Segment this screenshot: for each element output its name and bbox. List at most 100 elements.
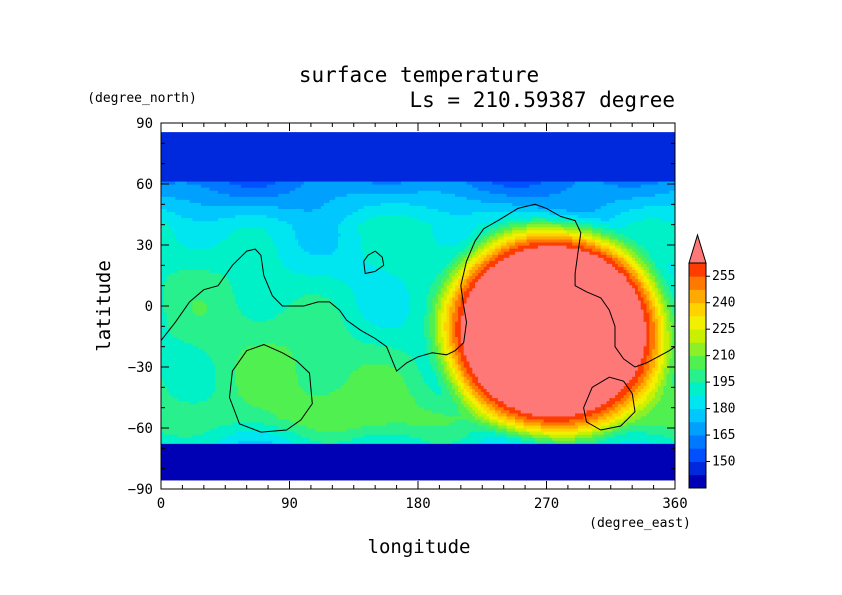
field-cell: [300, 476, 305, 481]
field-cell: [592, 464, 596, 469]
field-cell: [586, 409, 590, 414]
field-cell: [509, 421, 513, 426]
field-cell: [218, 461, 222, 466]
field-cell: [632, 452, 636, 457]
field-cell: [652, 473, 656, 478]
field-cell: [472, 470, 476, 475]
field-cell: [255, 434, 259, 438]
field-cell: [457, 446, 462, 450]
field-cell: [303, 446, 308, 450]
field-cell: [666, 406, 670, 411]
field-cell: [486, 418, 490, 423]
field-cell: [338, 440, 342, 444]
field-cell: [386, 461, 391, 466]
field-cell: [335, 446, 339, 450]
field-cell: [209, 467, 213, 472]
field-cell: [409, 440, 413, 444]
field-cell: [218, 440, 222, 444]
field-cell: [198, 452, 202, 457]
field-cell: [363, 449, 368, 453]
field-cell: [463, 437, 468, 441]
field-cell: [483, 440, 488, 444]
field-cell: [523, 406, 528, 411]
field-cell: [246, 458, 251, 463]
field-cell: [400, 437, 405, 441]
field-cell: [623, 403, 628, 408]
field-cell: [192, 424, 196, 429]
field-cell: [455, 470, 459, 475]
field-cell: [575, 446, 579, 450]
field-cell: [503, 467, 508, 472]
field-cell: [606, 418, 610, 423]
field-cell: [383, 437, 388, 441]
field-cell: [383, 473, 388, 478]
field-cell: [646, 473, 650, 478]
field-cell: [563, 455, 568, 460]
field-cell: [349, 458, 353, 463]
field-cell: [298, 415, 302, 420]
field-cell: [566, 424, 570, 429]
field-cell: [212, 467, 216, 472]
field-cell: [566, 421, 570, 426]
field-cell: [632, 440, 636, 444]
field-cell: [215, 412, 219, 417]
field-cell: [466, 476, 470, 481]
field-cell: [535, 415, 539, 420]
field-cell: [398, 467, 402, 472]
field-cell: [406, 434, 411, 438]
field-cell: [452, 431, 456, 435]
field-cell: [238, 455, 242, 460]
field-cell: [509, 409, 513, 414]
field-cell: [620, 418, 625, 423]
field-cell: [215, 452, 219, 457]
field-cell: [475, 455, 479, 460]
field-cell: [420, 449, 425, 453]
field-cell: [537, 455, 542, 460]
field-cell: [543, 431, 548, 435]
field-cell: [412, 409, 416, 414]
field-cell: [486, 409, 490, 414]
field-cell: [320, 446, 325, 450]
field-cell: [597, 403, 602, 408]
field-cell: [238, 470, 242, 475]
field-cell: [640, 443, 645, 447]
field-cell: [566, 437, 570, 441]
field-cell: [418, 464, 422, 469]
field-cell: [309, 424, 313, 429]
field-cell: [289, 428, 293, 432]
field-cell: [218, 421, 222, 426]
field-cell: [263, 455, 268, 460]
field-cell: [455, 449, 459, 453]
field-cell: [406, 418, 411, 423]
field-cell: [586, 403, 590, 408]
field-cell: [600, 424, 605, 429]
field-cell: [332, 440, 336, 444]
field-cell: [486, 467, 490, 472]
field-cell: [260, 437, 265, 441]
field-cell: [420, 452, 425, 457]
field-cell: [240, 434, 245, 438]
field-cell: [520, 431, 525, 435]
field-cell: [392, 415, 396, 420]
field-cell: [643, 415, 648, 420]
field-cell: [323, 458, 328, 463]
field-cell: [583, 428, 588, 432]
field-cell: [532, 476, 536, 481]
field-cell: [266, 443, 271, 447]
field-cell: [338, 446, 342, 450]
field-cell: [195, 452, 199, 457]
field-cell: [212, 440, 216, 444]
field-cell: [495, 415, 499, 420]
field-cell: [512, 461, 516, 466]
field-cell: [386, 415, 391, 420]
field-cell: [460, 455, 465, 460]
field-cell: [206, 470, 211, 475]
field-cell: [312, 446, 316, 450]
field-cell: [306, 464, 311, 469]
field-cell: [349, 473, 353, 478]
field-cell: [543, 473, 548, 478]
field-cell: [403, 467, 408, 472]
field-cell: [429, 470, 433, 475]
field-cell: [346, 461, 351, 466]
field-cell: [535, 409, 539, 414]
